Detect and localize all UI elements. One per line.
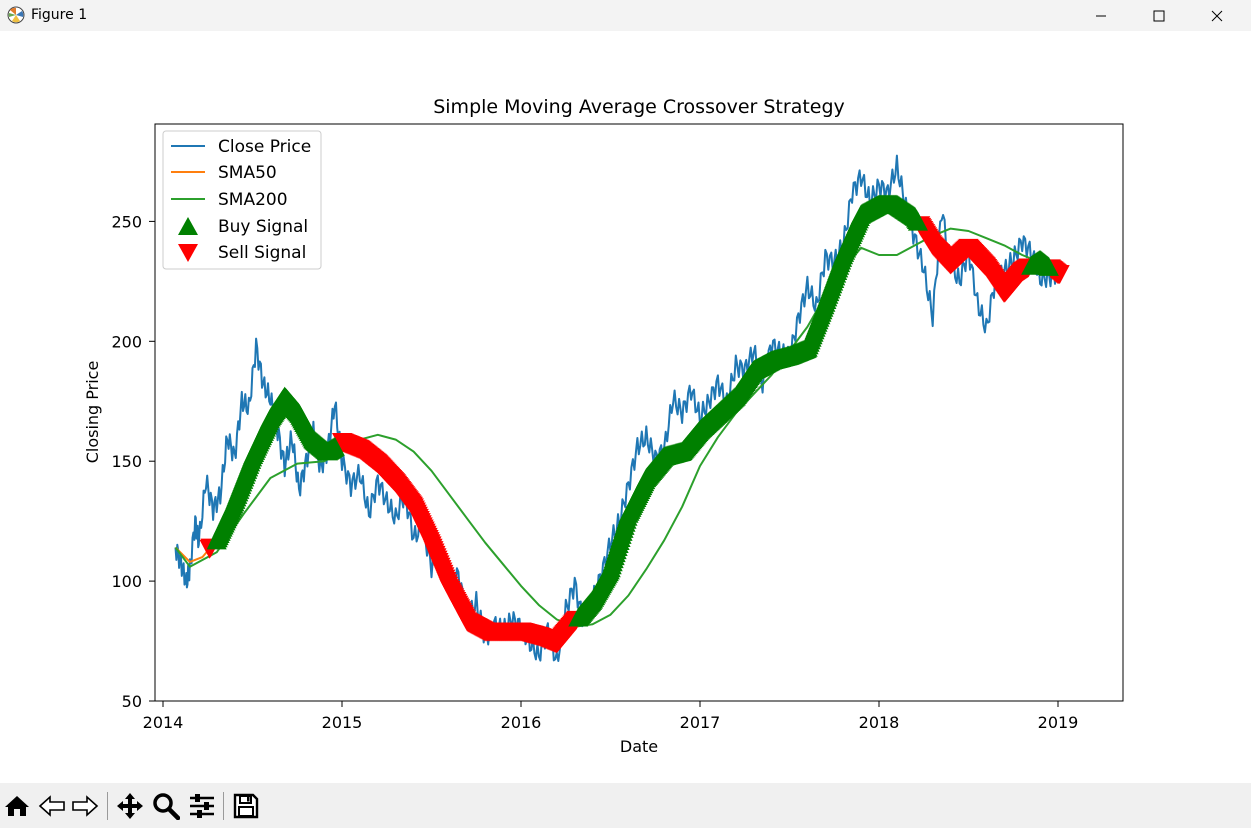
legend-label-sell: Sell Signal <box>218 243 306 263</box>
maximize-icon <box>1153 10 1165 21</box>
close-button[interactable] <box>1188 0 1246 31</box>
y-axis: 50 100 150 200 250 <box>111 212 155 711</box>
legend-item-close: Close Price <box>171 137 311 157</box>
chart: Simple Moving Average Crossover Strategy… <box>83 96 1124 756</box>
buy-signal-marker <box>907 211 928 231</box>
back-icon <box>38 795 65 817</box>
pan-icon <box>117 793 143 819</box>
x-axis: 2014 2015 2016 2017 2018 2019 <box>143 701 1079 732</box>
sell-signal-marker <box>178 244 198 262</box>
navigation-toolbar <box>0 783 1251 828</box>
buy-signal-marker <box>1038 256 1059 276</box>
x-axis-label: Date <box>620 737 658 756</box>
minimize-button[interactable] <box>1072 0 1130 31</box>
legend-label-sma50: SMA50 <box>218 163 277 183</box>
pan-button[interactable] <box>115 792 145 820</box>
legend-item-sma50: SMA50 <box>171 163 277 183</box>
y-tick-label: 150 <box>111 452 142 471</box>
toolbar-separator <box>107 792 108 820</box>
legend-label-buy: Buy Signal <box>218 217 308 237</box>
toolbar-separator <box>223 792 224 820</box>
y-axis-label: Closing Price <box>83 361 102 464</box>
y-tick-label: 250 <box>111 212 142 231</box>
minimize-icon <box>1096 15 1106 16</box>
forward-icon <box>72 795 99 817</box>
window-title: Figure 1 <box>31 7 88 23</box>
x-tick-label: 2014 <box>143 713 184 732</box>
legend-item-sma200: SMA200 <box>171 190 288 210</box>
home-button[interactable] <box>2 792 32 820</box>
legend-item-buy: Buy Signal <box>178 217 308 237</box>
x-tick-label: 2019 <box>1038 713 1079 732</box>
legend-item-sell: Sell Signal <box>178 243 306 263</box>
save-button[interactable] <box>231 792 261 820</box>
back-button[interactable] <box>37 792 67 820</box>
zoom-button[interactable] <box>151 792 181 820</box>
configure-subplots-button[interactable] <box>187 792 217 820</box>
chart-title: Simple Moving Average Crossover Strategy <box>433 96 845 118</box>
x-tick-label: 2016 <box>501 713 542 732</box>
legend: Close Price SMA50 SMA200 Buy Signal Sell… <box>162 130 322 270</box>
legend-label-close: Close Price <box>218 137 311 157</box>
forward-button[interactable] <box>70 792 100 820</box>
window-title-bar: Figure 1 <box>0 0 1251 31</box>
legend-box <box>162 130 322 270</box>
y-tick-label: 200 <box>111 332 142 351</box>
save-icon <box>233 793 259 819</box>
legend-label-sma200: SMA200 <box>218 190 288 210</box>
zoom-icon <box>153 793 180 820</box>
plot-area <box>174 154 1070 662</box>
y-tick-label: 100 <box>111 572 142 591</box>
y-tick-label: 50 <box>122 692 142 711</box>
axes-frame <box>154 123 1124 702</box>
matplotlib-icon <box>6 5 26 25</box>
configure-subplots-icon <box>190 794 214 818</box>
home-icon <box>5 796 29 816</box>
maximize-button[interactable] <box>1130 0 1188 31</box>
buy-signal-marker <box>178 217 198 235</box>
x-tick-label: 2017 <box>680 713 721 732</box>
buy-signal-marker <box>324 436 345 456</box>
x-tick-label: 2015 <box>322 713 363 732</box>
close-icon <box>1211 10 1223 21</box>
x-tick-label: 2018 <box>859 713 900 732</box>
